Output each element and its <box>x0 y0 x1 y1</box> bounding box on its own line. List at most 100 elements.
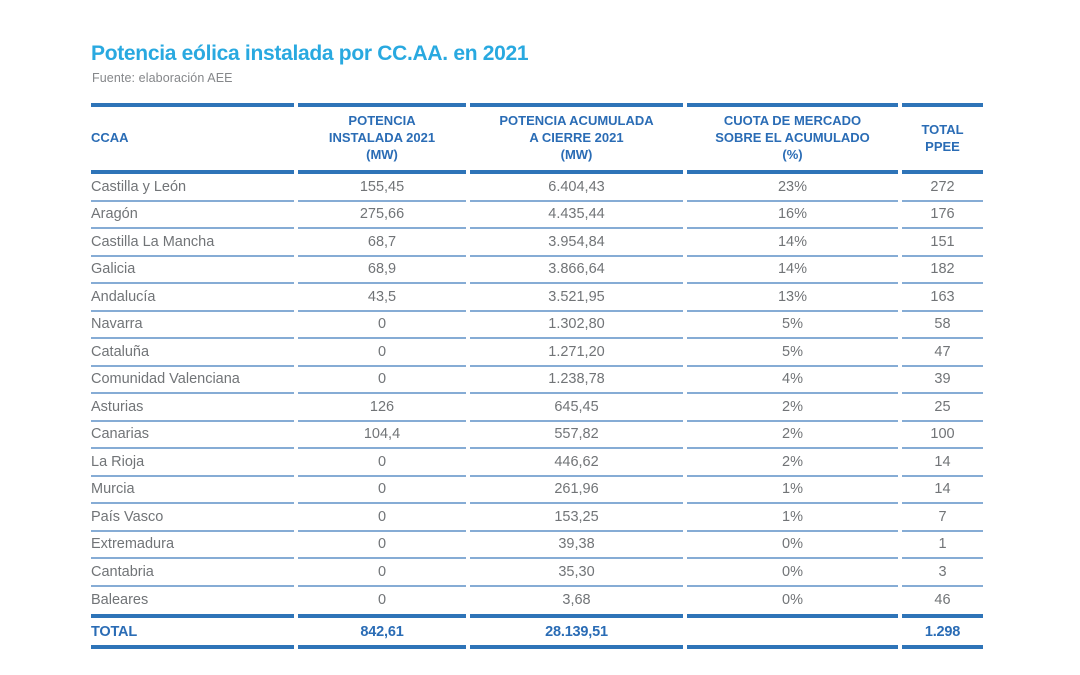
instalada-cell: 104,4 <box>298 422 466 449</box>
total_ppee-cell: 14 <box>902 477 983 504</box>
ccaa-cell: Canarias <box>91 422 294 449</box>
acumulada-cell: 4.435,44 <box>470 202 683 229</box>
total_ppee-cell: 176 <box>902 202 983 229</box>
acumulada-cell: 3,68 <box>562 592 591 609</box>
instalada-cell: 0 <box>298 504 466 532</box>
ccaa-cell: Murcia <box>91 477 294 504</box>
ccaa-cell: Extremadura <box>91 532 294 559</box>
instalada-cell: 0 <box>298 339 466 367</box>
cuota-cell: 1% <box>687 504 898 532</box>
instalada-cell: 0 <box>298 449 466 477</box>
acumulada-cell: 261,96 <box>470 477 683 504</box>
acumulada-cell: 153,25 <box>470 504 683 532</box>
acumulada-cell: 35,30 <box>470 559 683 587</box>
cuota-cell: 23% <box>687 174 898 202</box>
wind-power-table: CCAA POTENCIA INSTALADA 2021 (MW) POTENCIA A… <box>91 103 983 649</box>
table-row: Cataluña 0 1.271,20 5% 47 <box>91 339 983 367</box>
instalada-cell: 0 <box>298 312 466 339</box>
ccaa-cell: Baleares <box>91 592 149 609</box>
page-title: Potencia eólica instalada por CC.AA. en … <box>91 42 529 65</box>
acumulada-cell: 3.954,84 <box>470 229 683 257</box>
total-cuota-cell <box>687 614 898 649</box>
acumulada-cell: 39,38 <box>470 532 683 559</box>
ccaa-cell: Asturias <box>91 394 294 422</box>
total-total_ppee-cell: 1.298 <box>902 614 983 649</box>
total_ppee-cell: 58 <box>902 312 983 339</box>
table-row: Murcia 0 261,96 1% 14 <box>91 477 983 504</box>
ccaa-cell: Navarra <box>91 312 294 339</box>
instalada-cell: 155,45 <box>298 174 466 202</box>
instalada-cell: 68,9 <box>298 257 466 284</box>
table-row: Canarias 104,4 557,82 2% 100 <box>91 422 983 449</box>
cuota-cell: 1% <box>687 477 898 504</box>
cuota-cell: 0% <box>687 532 898 559</box>
acumulada-cell: 3.866,64 <box>470 257 683 284</box>
cuota-cell: 2% <box>687 422 898 449</box>
cuota-cell: 0% <box>782 592 803 609</box>
table-row: Cantabria 0 35,30 0% 3 <box>91 559 983 587</box>
total_ppee-cell: 3 <box>902 559 983 587</box>
instalada-cell: 68,7 <box>298 229 466 257</box>
table-row: La Rioja 0 446,62 2% 14 <box>91 449 983 477</box>
table-header-row: CCAA POTENCIA INSTALADA 2021 (MW) POTENCIA A… <box>91 103 983 174</box>
total-acumulada-cell: 28.139,51 <box>470 614 683 649</box>
acumulada-cell: 446,62 <box>470 449 683 477</box>
ccaa-cell: Galicia <box>91 257 294 284</box>
cuota-cell: 5% <box>687 339 898 367</box>
instalada-cell: 43,5 <box>298 284 466 312</box>
total_ppee-cell: 272 <box>902 174 983 202</box>
table-row: Asturias 126 645,45 2% 25 <box>91 394 983 422</box>
table-row: Baleares 0 3,68 0% 46 <box>91 587 983 615</box>
instalada-cell: 0 <box>298 532 466 559</box>
ccaa-cell: Castilla La Mancha <box>91 229 294 257</box>
total-label-cell: TOTAL <box>91 614 294 649</box>
column-header: POTENCIA INSTALADA 2021 (MW) <box>298 103 466 174</box>
cuota-cell: 4% <box>687 367 898 394</box>
ccaa-cell: País Vasco <box>91 504 294 532</box>
acumulada-cell: 1.302,80 <box>470 312 683 339</box>
cuota-cell: 5% <box>687 312 898 339</box>
ccaa-cell: Castilla y León <box>91 174 294 202</box>
column-header: POTENCIA ACUMULADA A CIERRE 2021 (MW) <box>470 103 683 174</box>
total_ppee-cell: 1 <box>902 532 983 559</box>
ccaa-cell: Andalucía <box>91 284 294 312</box>
total_ppee-cell: 151 <box>902 229 983 257</box>
total_ppee-cell: 14 <box>902 449 983 477</box>
column-header: CUOTA DE MERCADO SOBRE EL ACUMULADO (%) <box>687 103 898 174</box>
ccaa-cell: Cantabria <box>91 559 294 587</box>
total_ppee-cell: 46 <box>934 592 951 609</box>
table-row: Castilla y León 155,45 6.404,43 23% 272 <box>91 174 983 202</box>
total_ppee-cell: 39 <box>902 367 983 394</box>
instalada-cell: 126 <box>298 394 466 422</box>
instalada-cell: 275,66 <box>298 202 466 229</box>
acumulada-cell: 3.521,95 <box>470 284 683 312</box>
ccaa-cell: Cataluña <box>91 339 294 367</box>
total_ppee-cell: 47 <box>902 339 983 367</box>
ccaa-cell: La Rioja <box>91 449 294 477</box>
acumulada-cell: 1.238,78 <box>470 367 683 394</box>
acumulada-cell: 557,82 <box>470 422 683 449</box>
table-row: Andalucía 43,5 3.521,95 13% 163 <box>91 284 983 312</box>
table-total-row: TOTAL 842,61 28.139,51 1.298 <box>91 614 983 649</box>
total_ppee-cell: 182 <box>902 257 983 284</box>
column-header: TOTAL PPEE <box>902 103 983 174</box>
instalada-cell: 0 <box>298 477 466 504</box>
acumulada-cell: 1.271,20 <box>470 339 683 367</box>
table-row: Extremadura 0 39,38 0% 1 <box>91 532 983 559</box>
total_ppee-cell: 7 <box>902 504 983 532</box>
table-body: Castilla y León 155,45 6.404,43 23% 272 Aragó… <box>91 174 983 614</box>
cuota-cell: 13% <box>687 284 898 312</box>
acumulada-cell: 645,45 <box>470 394 683 422</box>
table-row: Galicia 68,9 3.866,64 14% 182 <box>91 257 983 284</box>
table-row: Aragón 275,66 4.435,44 16% 176 <box>91 202 983 229</box>
column-header: CCAA <box>91 103 294 174</box>
cuota-cell: 0% <box>687 559 898 587</box>
instalada-cell: 0 <box>298 559 466 587</box>
total_ppee-cell: 100 <box>902 422 983 449</box>
acumulada-cell: 6.404,43 <box>470 174 683 202</box>
source-note: Fuente: elaboración AEE <box>92 71 233 85</box>
ccaa-cell: Aragón <box>91 202 294 229</box>
total_ppee-cell: 163 <box>902 284 983 312</box>
table-row: Comunidad Valenciana 0 1.238,78 4% 39 <box>91 367 983 394</box>
